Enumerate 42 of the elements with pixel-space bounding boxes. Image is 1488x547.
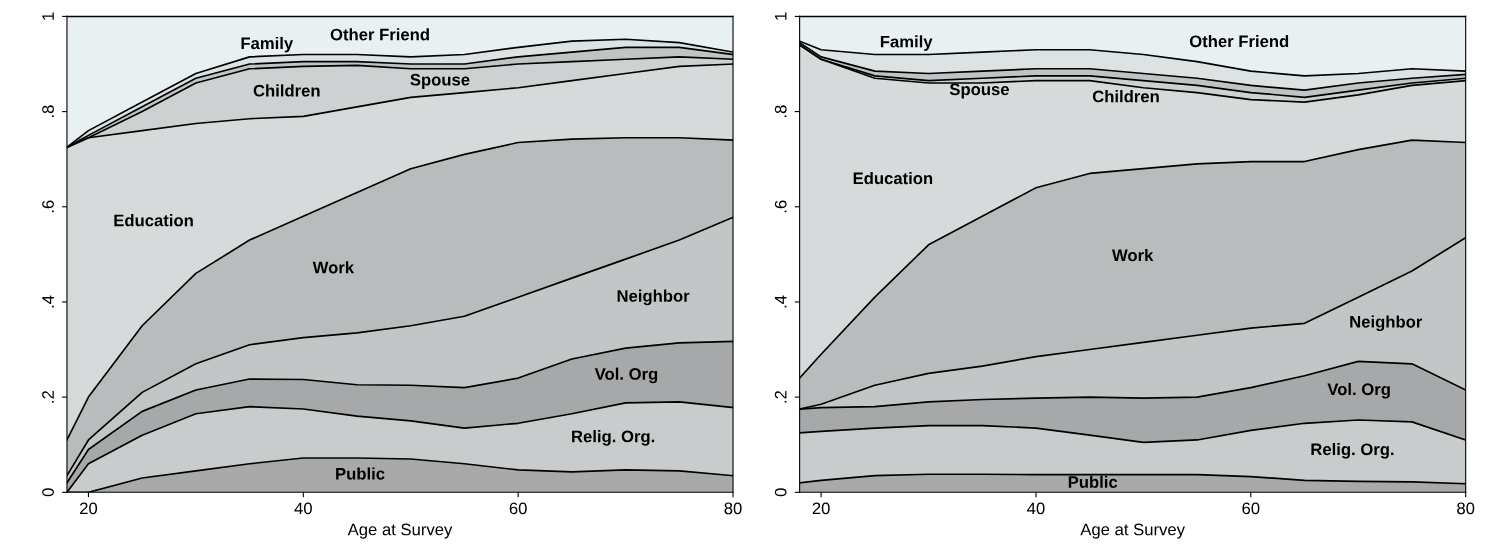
series-label: Public (1068, 475, 1118, 488)
series-label: Family (241, 36, 294, 53)
series-label: Children (1092, 90, 1159, 103)
y-tick-label: .6 (774, 200, 787, 213)
x-tick-label: 20 (812, 502, 830, 515)
y-tick-label: 0 (774, 488, 787, 497)
series-label: Work (1111, 248, 1154, 262)
series-label: Other Friend (1189, 34, 1289, 48)
series-label: Neighbor (617, 289, 690, 306)
x-tick-label: 40 (1027, 502, 1045, 515)
x-axis-title: Age at Survey (347, 523, 453, 539)
y-tick-label: 1 (774, 12, 787, 20)
series-label: Education (114, 214, 193, 227)
series-label: Public (336, 467, 385, 480)
y-tick-label: 0 (42, 488, 54, 497)
x-tick-label: 80 (724, 502, 742, 515)
series-label: Spouse (949, 83, 1009, 99)
x-tick-label: 80 (1457, 502, 1475, 515)
y-tick-label: .8 (774, 105, 787, 118)
x-tick-label: 40 (294, 502, 312, 515)
series-label: Work (312, 261, 355, 274)
series-label: Vol. Org (1327, 382, 1390, 399)
series-label: Other Friend (330, 28, 429, 41)
series-label: Family (880, 35, 933, 51)
y-tick-label: .2 (42, 391, 54, 403)
y-tick-label: .6 (42, 200, 54, 213)
x-tick-label: 60 (1242, 502, 1260, 515)
y-tick-label: 1 (42, 12, 54, 20)
y-tick-label: .4 (42, 295, 54, 308)
series-label: Vol. Org (594, 367, 658, 384)
y-tick-label: .8 (42, 105, 54, 118)
y-tick-label: .2 (774, 391, 787, 403)
series-label: Neighbor (1350, 315, 1423, 332)
x-tick-label: 60 (509, 502, 527, 515)
x-tick-label: 20 (80, 502, 98, 515)
series-label: Relig. Org. (1311, 442, 1394, 459)
series-label: Spouse (410, 73, 470, 89)
x-axis-title: Age at Survey (1080, 523, 1185, 539)
series-label: Education (853, 171, 933, 185)
y-tick-label: .4 (774, 295, 787, 308)
series-label: Relig. Org. (572, 430, 655, 446)
series-label: Children (253, 84, 320, 97)
